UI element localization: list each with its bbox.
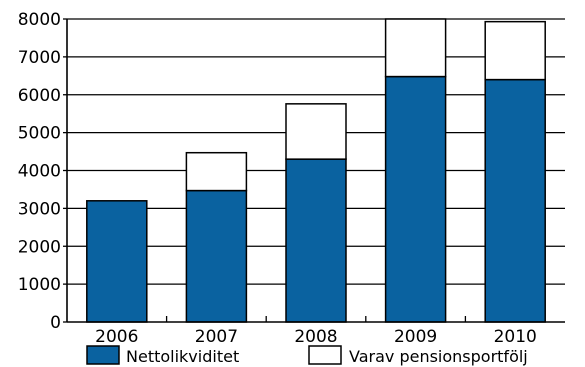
y-tick-label: 3000 bbox=[18, 199, 61, 219]
y-tick-labels: 0 1000 2000 3000 4000 5000 6000 7000 8000 bbox=[18, 10, 61, 333]
bar-nettolikviditet bbox=[384, 75, 447, 323]
x-tick-label: 2006 bbox=[95, 327, 138, 347]
bar-segment-pensionsportfolj bbox=[484, 20, 546, 81]
bar-nettolikviditet bbox=[285, 158, 347, 323]
y-tick-label: 0 bbox=[50, 313, 61, 333]
legend-label-varav-pensionsportfolj: Varav pensionsportfölj bbox=[349, 347, 528, 366]
bar-nettolikviditet bbox=[185, 189, 248, 323]
y-tick-label: 2000 bbox=[18, 237, 61, 257]
legend: Nettolikviditet Varav pensionsportfölj bbox=[86, 345, 528, 366]
y-tick-label: 6000 bbox=[18, 86, 61, 106]
y-tick-label: 5000 bbox=[18, 124, 61, 144]
bars bbox=[86, 18, 546, 323]
bar-nettolikviditet bbox=[86, 200, 148, 323]
x-tick-label: 2007 bbox=[195, 327, 238, 347]
y-tick-label: 1000 bbox=[18, 275, 61, 295]
x-tick-label: 2010 bbox=[494, 327, 537, 347]
bar-segment-pensionsportfolj bbox=[285, 103, 347, 160]
x-tick-label: 2009 bbox=[394, 327, 437, 347]
x-tick-labels: 2006 2007 2008 2009 2010 bbox=[95, 327, 537, 347]
axes bbox=[63, 18, 565, 323]
y-tick-label: 8000 bbox=[18, 10, 61, 30]
bar-segment-pensionsportfolj bbox=[185, 151, 248, 192]
y-tick-label: 4000 bbox=[18, 162, 61, 182]
legend-label-nettolikviditet: Nettolikviditet bbox=[126, 347, 239, 366]
bar-nettolikviditet bbox=[484, 78, 546, 323]
legend-swatch-nettolikviditet bbox=[86, 345, 120, 365]
x-tick-label: 2008 bbox=[294, 327, 337, 347]
bar-segment-pensionsportfolj bbox=[384, 18, 447, 78]
y-tick-label: 7000 bbox=[18, 48, 61, 68]
legend-swatch-varav-pensionsportfolj bbox=[308, 345, 342, 365]
